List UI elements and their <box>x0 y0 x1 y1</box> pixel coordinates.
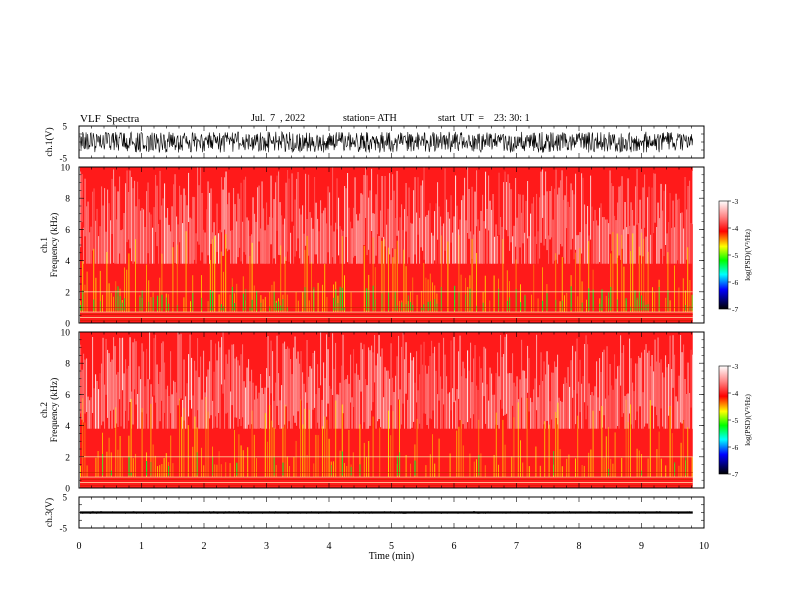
colorbar-tick-label: -7 <box>732 305 738 314</box>
ch2-frequency-label: Frequency (kHz) <box>49 378 60 443</box>
y-tick-label: 8 <box>65 360 70 370</box>
y-axis-label-ch1-wave: ch.1(V) <box>44 127 55 156</box>
x-tick-label: 5 <box>389 541 394 552</box>
spectrogram-narrowband-lines <box>80 291 693 322</box>
x-axis-label: Time (min) <box>369 551 414 562</box>
ch1-channel-label: ch.1 <box>40 237 50 253</box>
spectrogram-ch1 <box>80 167 694 323</box>
colorbar-tick-label: -4 <box>732 224 738 233</box>
colorbar-ch2: -3 -4 -5 -6 -7 log(PSD)(V²/Hz) <box>718 362 752 479</box>
spectrogram-sferics <box>80 231 693 313</box>
y-tick-label: 8 <box>65 195 70 205</box>
colorbar-tick-label: -5 <box>732 416 738 425</box>
colorbar-tick-label: -3 <box>732 362 738 371</box>
station-label: station= ATH <box>343 113 397 124</box>
y-tick-label: -5 <box>60 154 68 164</box>
colorbar-tick-label: -6 <box>732 443 738 452</box>
x-tick-label: 4 <box>327 541 332 552</box>
colorbar-label: log(PSD)(V²/Hz) <box>743 229 752 281</box>
y-tick-label: -5 <box>60 524 68 534</box>
colorbar-ch1: -3 -4 -5 -6 -7 log(PSD)(V²/Hz) <box>718 197 752 314</box>
spectrogram-noise <box>80 167 694 264</box>
x-tick-label: 3 <box>264 541 269 552</box>
spectrogram-ch2 <box>80 332 694 488</box>
y-tick-label: 4 <box>65 422 70 432</box>
start-time-label: start UT = 23: 30: 1 <box>438 113 530 124</box>
y-tick-label: 2 <box>65 453 70 463</box>
x-tick-label: 7 <box>514 541 519 552</box>
spectrogram-sferics <box>80 397 693 478</box>
x-tick-label: 6 <box>452 541 457 552</box>
colorbar-tick-label: -7 <box>732 470 738 479</box>
colorbar-tick-label: -4 <box>732 389 738 398</box>
y-tick-label: 10 <box>61 164 71 174</box>
y-axis-label-ch3-wave: ch.3(V) <box>44 498 55 527</box>
y-tick-label: 10 <box>61 329 71 339</box>
colorbar-tick-label: -6 <box>732 278 738 287</box>
colorbar-tick-label: -3 <box>732 197 738 206</box>
x-tick-label: 9 <box>639 541 644 552</box>
chart-title: VLF Spectra <box>80 113 140 125</box>
date-label: Jul. 7 , 2022 <box>251 113 306 124</box>
colorbar-label: log(PSD)(V²/Hz) <box>743 394 752 446</box>
x-tick-label: 1 <box>139 541 144 552</box>
waveform-trace <box>79 130 693 154</box>
x-tick-label: 8 <box>577 541 582 552</box>
spectrogram-noise <box>80 332 694 429</box>
y-tick-label: 2 <box>65 288 70 298</box>
y-tick-label: 5 <box>63 493 68 503</box>
y-tick-label: 0 <box>65 320 70 330</box>
y-tick-label: 6 <box>65 391 70 401</box>
x-tick-label: 10 <box>699 541 709 552</box>
spectrogram-narrowband-lines <box>80 456 693 487</box>
waveform-ch1 <box>79 130 693 154</box>
x-tick-label: 0 <box>77 541 82 552</box>
y-tick-label: 5 <box>63 122 68 132</box>
waveform-ch3 <box>79 510 693 514</box>
y-tick-label: 0 <box>65 485 70 495</box>
y-tick-label: 4 <box>65 257 70 267</box>
colorbar-tick-label: -5 <box>732 251 738 260</box>
x-tick-label: 2 <box>202 541 207 552</box>
ch2-channel-label: ch.2 <box>40 402 50 418</box>
ch1-frequency-label: Frequency (kHz) <box>49 213 60 278</box>
y-tick-label: 6 <box>65 226 70 236</box>
